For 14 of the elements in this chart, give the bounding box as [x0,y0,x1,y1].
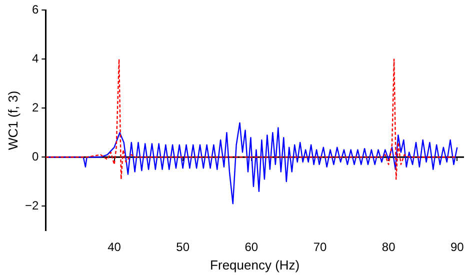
line-series [46,58,458,180]
y-axis-title: WC1 (f, 3) [6,90,21,150]
y-tick-label: 0 [32,149,39,164]
x-tick-label: 60 [244,240,258,254]
x-tick-label: 50 [176,240,190,254]
x-tick-label: 90 [450,240,464,254]
x-tick-label: 40 [108,240,122,254]
x-axis-title: Frequency (Hz) [210,258,300,273]
y-tick-label: 2 [32,100,39,114]
x-tick-label: 80 [382,240,396,254]
x-tick-label: 70 [313,240,327,254]
y-tick-label: 4 [32,51,39,66]
y-tick-label: −2 [24,198,39,212]
y-tick-label: 6 [32,2,39,17]
